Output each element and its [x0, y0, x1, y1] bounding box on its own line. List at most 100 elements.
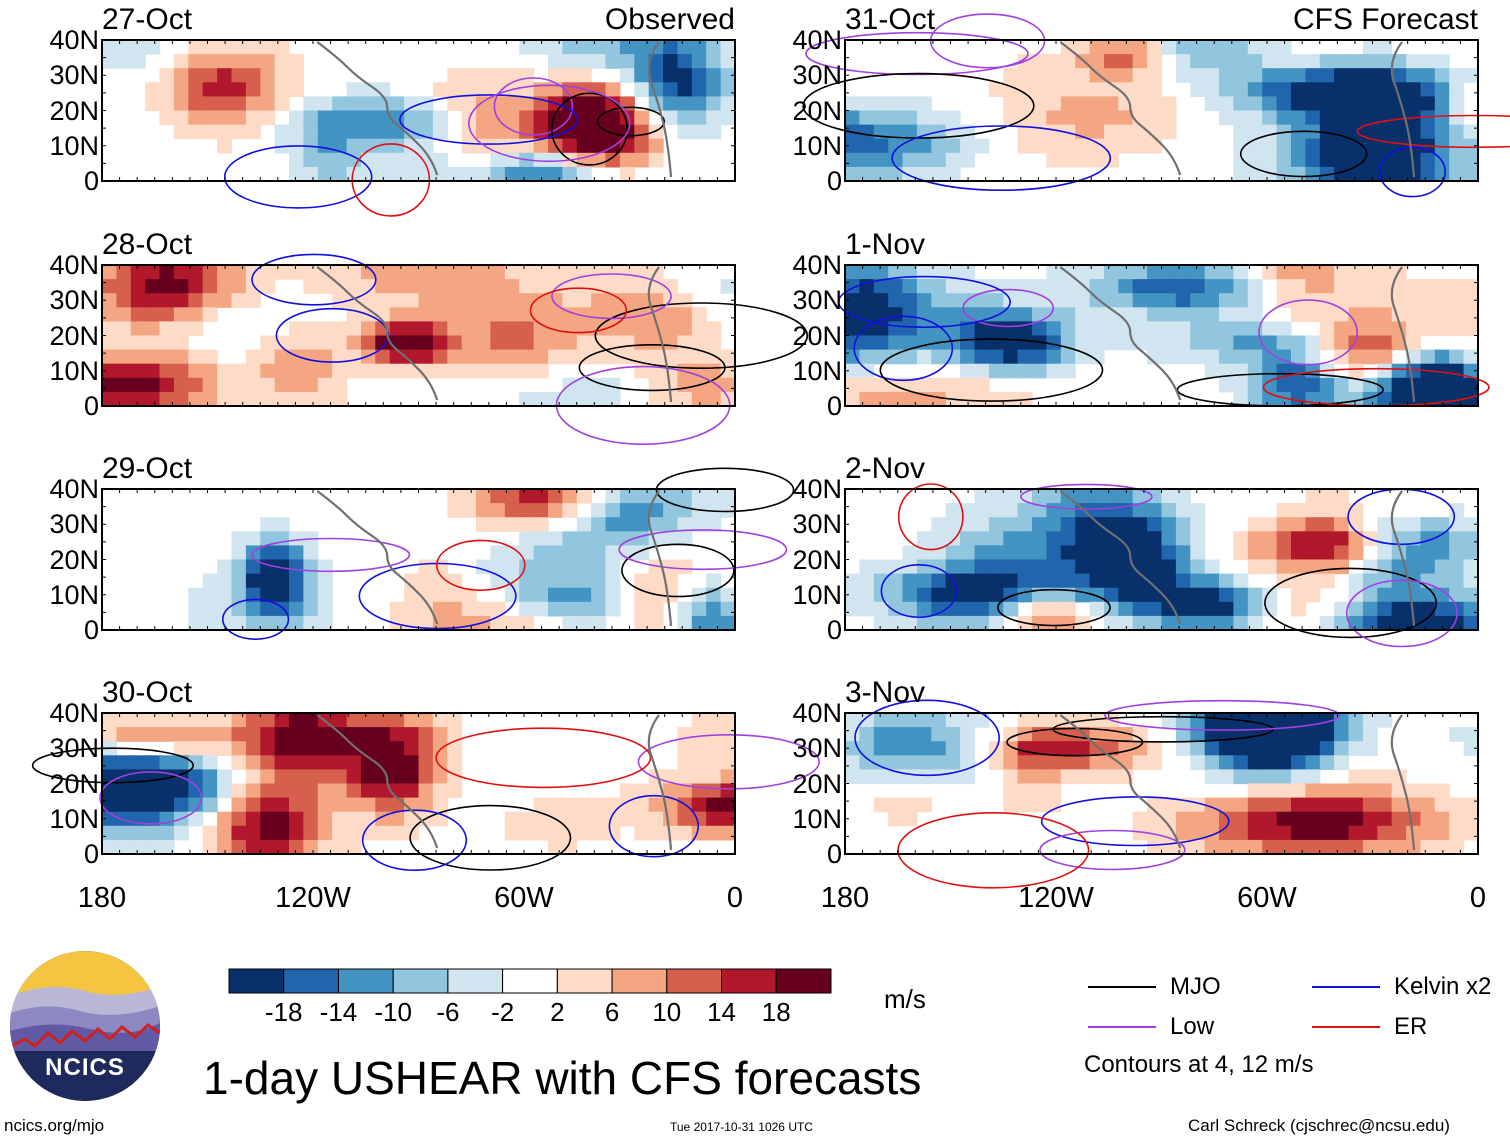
shear-cell — [245, 559, 261, 575]
shear-cell — [1434, 321, 1450, 337]
shear-cell — [490, 349, 506, 365]
shear-cell — [461, 363, 477, 379]
shear-cell — [677, 601, 693, 617]
colorbar-swatch — [228, 968, 285, 994]
shear-cell — [902, 349, 918, 365]
shear-cell — [447, 335, 463, 351]
shear-cell — [960, 279, 976, 294]
shear-cell — [1233, 363, 1249, 379]
shear-cell — [1377, 587, 1393, 603]
shear-cell — [1334, 531, 1350, 546]
shear-cell — [845, 713, 860, 728]
shear-cell — [1190, 307, 1206, 322]
shear-cell — [145, 811, 161, 827]
shear-cell — [720, 587, 736, 603]
shear-cell — [418, 335, 434, 351]
shear-cell — [1463, 307, 1479, 322]
shear-cell — [1190, 54, 1206, 69]
shear-cell — [346, 96, 362, 112]
shear-cell — [361, 783, 376, 799]
shear-cell — [931, 755, 947, 770]
shear-cell — [1334, 615, 1350, 631]
shear-cell — [576, 96, 592, 112]
shear-cell — [576, 825, 592, 841]
shear-cell — [1233, 755, 1249, 770]
shear-cell — [361, 797, 376, 813]
shear-cell — [1291, 68, 1306, 83]
shear-cell — [677, 517, 693, 532]
y-tick-label: 40N — [49, 25, 99, 55]
shear-cell — [1463, 138, 1479, 154]
shear-cell — [1147, 755, 1163, 770]
shear-cell — [888, 559, 904, 575]
contour-line — [361, 809, 468, 872]
shear-cell — [461, 293, 477, 308]
shear-cell — [1262, 124, 1278, 140]
shear-cell — [1104, 124, 1119, 140]
y-tick-label: 20N — [792, 768, 842, 799]
shear-cell — [231, 293, 247, 308]
shear-cell — [1463, 377, 1479, 393]
shear-cell — [404, 335, 420, 351]
shear-cell — [1219, 68, 1234, 83]
shear-cell — [1348, 96, 1364, 112]
shear-cell — [245, 293, 261, 308]
shear-cell — [145, 825, 161, 841]
shear-cell — [1003, 321, 1019, 337]
shear-cell — [1104, 517, 1119, 532]
shear-cell — [245, 110, 261, 126]
shear-cell — [1334, 489, 1350, 504]
shear-cell — [533, 601, 549, 617]
shear-cell — [648, 517, 664, 532]
shear-cell — [1319, 825, 1335, 841]
shear-cell — [1319, 335, 1335, 351]
shear-cell — [1190, 741, 1206, 756]
y-tick-label: 30N — [792, 509, 842, 540]
shear-cell — [1291, 166, 1306, 182]
shear-cell — [1377, 713, 1393, 728]
shear-cell — [504, 321, 520, 337]
shear-cell — [1377, 391, 1393, 407]
shear-cell — [1463, 587, 1479, 603]
shear-cell — [960, 531, 976, 546]
shear-cell — [519, 68, 535, 83]
shear-cell — [634, 517, 650, 532]
shear-cell — [548, 559, 563, 575]
shear-cell — [1420, 321, 1436, 337]
shear-cell — [145, 713, 161, 728]
shear-cell — [116, 755, 132, 770]
shear-cell — [102, 293, 117, 308]
shear-cell — [706, 811, 722, 827]
shear-cell — [375, 335, 391, 351]
shear-cell — [1147, 517, 1163, 532]
shear-cell — [1262, 559, 1278, 575]
shear-cell — [1362, 307, 1378, 322]
shear-cell — [1219, 713, 1234, 728]
shear-cell — [274, 769, 290, 785]
shear-cell — [648, 503, 664, 518]
shear-cell — [1046, 124, 1062, 140]
main-title: 1-day USHEAR with CFS forecasts — [203, 1052, 922, 1104]
shear-cell — [1449, 811, 1465, 827]
shear-cell — [504, 335, 520, 351]
shear-cell — [1075, 755, 1091, 770]
shear-cell — [1463, 545, 1479, 561]
shear-cell — [845, 138, 860, 154]
shear-cell — [1247, 545, 1263, 561]
shear-cell — [476, 517, 491, 532]
shear-cell — [533, 110, 549, 126]
shear-cell — [1190, 265, 1206, 280]
shear-cell — [202, 124, 218, 140]
coastline — [1059, 714, 1416, 851]
shear-cell — [634, 503, 650, 518]
shear-cell — [1046, 559, 1062, 575]
shear-cell — [605, 335, 621, 351]
shear-cell — [1017, 138, 1033, 154]
shear-cell — [619, 797, 635, 813]
shear-cell — [173, 293, 189, 308]
shear-cell — [130, 54, 146, 69]
shear-cell — [605, 40, 621, 55]
shear-cell — [375, 727, 391, 742]
shear-cell — [1348, 783, 1364, 799]
shear-cell — [1334, 110, 1350, 126]
